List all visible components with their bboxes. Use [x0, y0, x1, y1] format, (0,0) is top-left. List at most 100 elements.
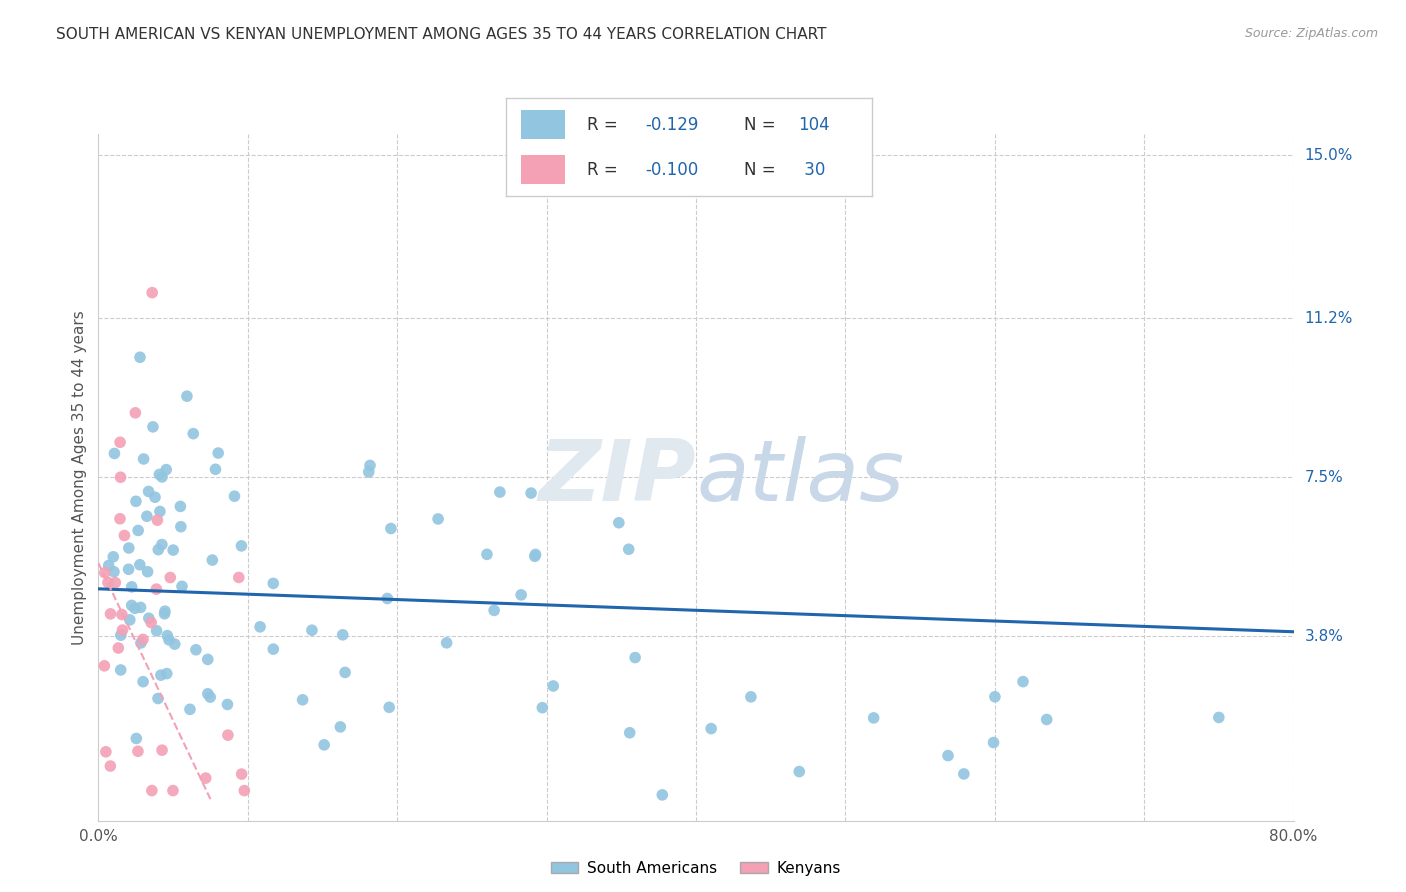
Point [94, 745, 117, 759]
Point [207, 446, 229, 460]
Point [118, 541, 141, 555]
FancyBboxPatch shape [520, 155, 565, 185]
Text: -0.100: -0.100 [645, 161, 699, 178]
Point [787, 764, 810, 779]
FancyBboxPatch shape [520, 110, 565, 139]
Point [531, 700, 554, 714]
Point [262, 642, 284, 657]
Point [200, 690, 222, 705]
Point [93, 658, 115, 673]
Point [201, 553, 224, 567]
Point [138, 484, 160, 499]
Point [1012, 674, 1035, 689]
Text: 3.8%: 3.8% [1305, 629, 1344, 643]
Point [301, 624, 323, 638]
Point [110, 663, 132, 677]
Point [132, 632, 155, 647]
Point [124, 601, 146, 615]
Point [141, 615, 163, 630]
Point [121, 599, 143, 613]
Point [329, 720, 352, 734]
Point [98, 759, 122, 773]
Point [128, 558, 150, 572]
Point [217, 728, 239, 742]
Point [983, 735, 1005, 749]
Point [108, 512, 131, 526]
Point [104, 575, 127, 590]
Point [475, 547, 498, 561]
Point [157, 632, 180, 647]
Text: 104: 104 [799, 116, 830, 134]
Point [1208, 710, 1230, 724]
Point [125, 494, 148, 508]
Point [380, 521, 402, 535]
Point [97, 558, 120, 573]
Text: N =: N = [744, 116, 780, 134]
Point [984, 690, 1007, 704]
Point [619, 725, 641, 739]
Point [862, 711, 884, 725]
Point [124, 406, 146, 420]
Point [149, 504, 172, 518]
Point [138, 611, 160, 625]
Point [617, 542, 640, 557]
Point [936, 748, 959, 763]
Point [197, 652, 219, 666]
Point [142, 420, 165, 434]
Point [125, 731, 148, 746]
Point [100, 607, 122, 621]
Point [111, 623, 134, 637]
Point [231, 539, 253, 553]
Point [291, 693, 314, 707]
Point [132, 674, 155, 689]
Legend: South Americans, Kenyans: South Americans, Kenyans [544, 855, 848, 881]
Point [357, 465, 380, 479]
Point [103, 549, 125, 564]
Text: R =: R = [586, 161, 623, 178]
Point [249, 620, 271, 634]
Point [169, 500, 191, 514]
Point [489, 485, 512, 500]
Point [314, 738, 336, 752]
Point [170, 579, 193, 593]
Point [141, 285, 163, 300]
Text: ZIP: ZIP [538, 435, 696, 519]
Text: R =: R = [586, 116, 623, 134]
Point [482, 603, 505, 617]
Point [510, 588, 533, 602]
Point [127, 524, 149, 538]
Text: 11.2%: 11.2% [1305, 311, 1353, 326]
Point [135, 509, 157, 524]
Point [740, 690, 762, 704]
Y-axis label: Unemployment Among Ages 35 to 44 years: Unemployment Among Ages 35 to 44 years [72, 310, 87, 645]
Point [143, 490, 166, 504]
Point [121, 580, 143, 594]
Point [111, 607, 134, 622]
Point [231, 767, 253, 781]
Point [107, 640, 129, 655]
Point [228, 570, 250, 584]
Point [129, 600, 152, 615]
Text: SOUTH AMERICAN VS KENYAN UNEMPLOYMENT AMONG AGES 35 TO 44 YEARS CORRELATION CHAR: SOUTH AMERICAN VS KENYAN UNEMPLOYMENT AM… [56, 27, 827, 42]
Text: -0.129: -0.129 [645, 116, 699, 134]
Point [378, 700, 401, 714]
Point [233, 783, 256, 797]
Point [162, 783, 184, 797]
Point [179, 702, 201, 716]
Point [103, 446, 125, 460]
Point [110, 470, 132, 484]
Point [700, 722, 723, 736]
Point [150, 470, 173, 484]
Point [156, 666, 179, 681]
Point [332, 628, 354, 642]
Point [149, 668, 172, 682]
Point [262, 576, 284, 591]
Point [150, 743, 173, 757]
Point [117, 562, 139, 576]
Point [163, 637, 186, 651]
Point [145, 624, 167, 638]
Point [156, 629, 179, 643]
Text: 30: 30 [799, 161, 825, 178]
Point [333, 665, 356, 680]
Point [953, 767, 976, 781]
